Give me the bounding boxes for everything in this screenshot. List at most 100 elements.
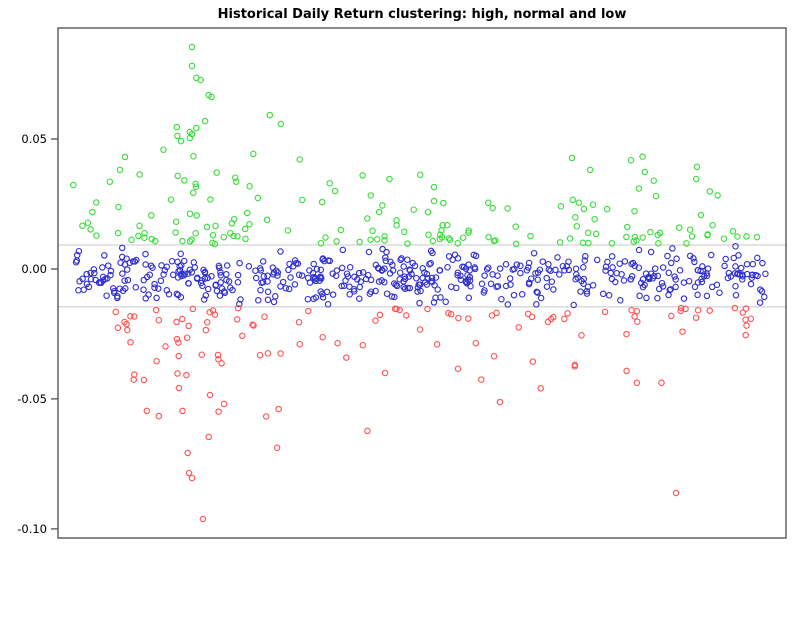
normal-return-point <box>272 293 279 300</box>
normal-return-point <box>609 264 616 271</box>
normal-return-point <box>123 255 130 262</box>
normal-return-point <box>758 288 766 295</box>
high-return-point <box>213 169 220 176</box>
low-return-point <box>175 352 182 360</box>
low-return-point <box>209 307 217 314</box>
normal-return-point <box>732 282 739 290</box>
normal-return-point <box>537 294 545 302</box>
high-return-point <box>584 229 592 237</box>
high-return-point <box>242 235 249 243</box>
normal-return-point <box>75 287 82 294</box>
normal-return-point <box>559 262 567 270</box>
normal-return-point <box>460 263 468 271</box>
low-return-point <box>305 307 312 315</box>
low-return-point <box>188 474 196 482</box>
low-return-point <box>143 407 151 415</box>
y-axis-tick-label: -0.10 <box>17 522 47 536</box>
low-return-point <box>742 305 750 312</box>
normal-return-point <box>453 284 460 292</box>
low-return-point <box>275 405 282 413</box>
normal-return-point <box>442 298 449 306</box>
low-return-point <box>447 310 455 318</box>
low-return-point <box>123 320 130 328</box>
high-return-point <box>393 217 400 224</box>
high-return-point <box>263 216 271 224</box>
high-return-point <box>436 235 444 243</box>
high-return-point <box>317 239 325 247</box>
high-return-point <box>706 188 714 195</box>
normal-return-point <box>201 269 209 277</box>
high-return-point <box>504 205 511 212</box>
normal-return-point <box>338 282 345 290</box>
normal-return-point <box>676 267 684 274</box>
low-return-point <box>334 339 341 347</box>
low-return-point <box>183 371 190 379</box>
normal-return-point <box>432 274 440 281</box>
high-return-point <box>186 210 194 218</box>
low-return-point <box>433 341 441 348</box>
high-return-point <box>331 187 339 195</box>
high-return-point <box>197 76 204 84</box>
normal-return-point <box>400 278 407 285</box>
normal-return-point <box>140 286 147 293</box>
plot-frame <box>57 27 787 539</box>
high-return-point <box>603 205 611 213</box>
normal-return-point <box>188 269 196 276</box>
low-return-point <box>381 369 389 377</box>
high-return-point <box>608 240 616 247</box>
normal-return-point <box>672 276 679 283</box>
high-return-point <box>512 223 519 230</box>
normal-return-point <box>732 243 739 250</box>
normal-return-point <box>346 291 353 298</box>
low-return-point <box>264 350 272 357</box>
low-return-point <box>601 308 609 316</box>
normal-return-point <box>295 271 303 279</box>
normal-return-point <box>517 269 524 277</box>
normal-return-point <box>730 254 738 262</box>
high-return-point <box>84 219 92 227</box>
normal-return-point <box>87 275 95 283</box>
normal-return-point <box>616 260 623 267</box>
axis-layer: 0.05 0.00 -0.05 -0.10 <box>17 27 787 539</box>
normal-return-point <box>593 256 601 264</box>
normal-return-point <box>304 295 312 303</box>
low-return-point <box>215 408 222 415</box>
normal-return-point <box>343 270 351 277</box>
normal-return-point <box>342 277 349 284</box>
high-return-point <box>627 156 635 164</box>
high-return-point <box>93 232 100 239</box>
low-return-point <box>153 357 160 365</box>
low-return-point <box>742 316 749 323</box>
normal-return-point <box>359 269 367 276</box>
normal-return-point <box>317 266 325 274</box>
normal-return-point <box>396 269 404 276</box>
low-return-point <box>731 304 739 312</box>
low-return-point <box>623 330 630 338</box>
normal-return-point <box>434 286 441 293</box>
normal-return-point <box>382 254 389 261</box>
low-return-point <box>277 350 284 357</box>
high-return-point <box>568 154 576 162</box>
normal-return-point <box>72 258 80 266</box>
normal-return-point <box>517 262 524 270</box>
normal-return-point <box>216 292 224 299</box>
normal-return-point <box>525 259 533 267</box>
high-return-point <box>173 123 181 131</box>
high-return-point <box>417 171 424 179</box>
normal-return-point <box>310 273 318 281</box>
high-return-point <box>241 225 249 233</box>
high-return-point <box>367 236 374 243</box>
normal-return-point <box>174 291 182 299</box>
low-return-point <box>403 312 410 319</box>
normal-return-point <box>608 253 616 260</box>
normal-return-point <box>178 262 185 269</box>
normal-return-point <box>481 272 488 279</box>
high-return-point <box>446 236 454 244</box>
low-return-point <box>376 311 384 319</box>
low-return-point <box>529 358 537 365</box>
low-return-point <box>214 351 222 359</box>
normal-return-point <box>163 287 171 294</box>
high-return-point <box>709 221 716 229</box>
low-return-point <box>658 379 665 387</box>
high-return-point <box>630 238 637 245</box>
